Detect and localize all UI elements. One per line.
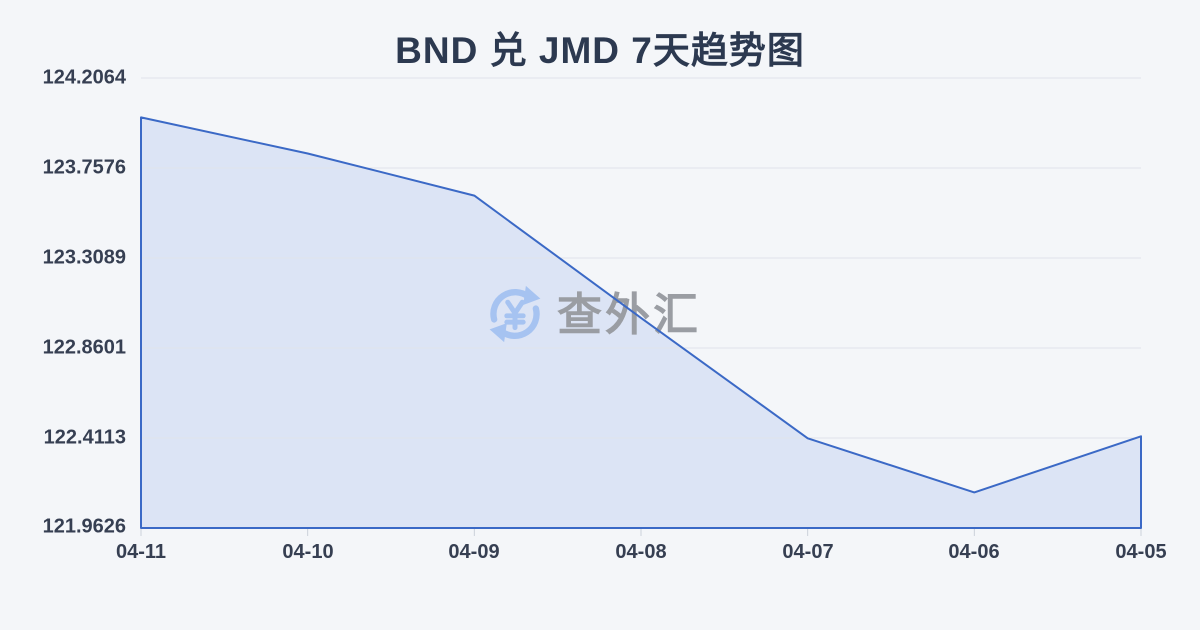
yen-refresh-icon <box>489 285 541 343</box>
y-tick-label: 123.3089 <box>42 246 126 269</box>
y-tick-label: 122.4113 <box>43 426 126 449</box>
x-tick-label: 04-11 <box>115 541 167 563</box>
trend-line <box>140 116 1142 529</box>
x-tick-label: 04-05 <box>1115 541 1167 563</box>
chart-title: BND 兑 JMD 7天趋势图 <box>395 30 805 71</box>
x-tick-label: 04-08 <box>615 541 667 563</box>
y-tick-label: 123.7576 <box>42 156 126 179</box>
y-tick-label: 121.9626 <box>42 515 126 538</box>
x-tick-label: 04-09 <box>448 541 500 563</box>
watermark-text: 查外汇 <box>557 288 702 340</box>
x-tick-label: 04-06 <box>948 541 1000 563</box>
watermark: 查外汇 <box>486 284 701 344</box>
y-tick-label: 122.8601 <box>42 336 126 359</box>
y-tick-label: 124.2064 <box>42 66 126 89</box>
trend-area-fill <box>141 117 1141 529</box>
x-tick-label: 04-10 <box>282 541 334 563</box>
x-tick-label: 04-07 <box>782 541 834 563</box>
